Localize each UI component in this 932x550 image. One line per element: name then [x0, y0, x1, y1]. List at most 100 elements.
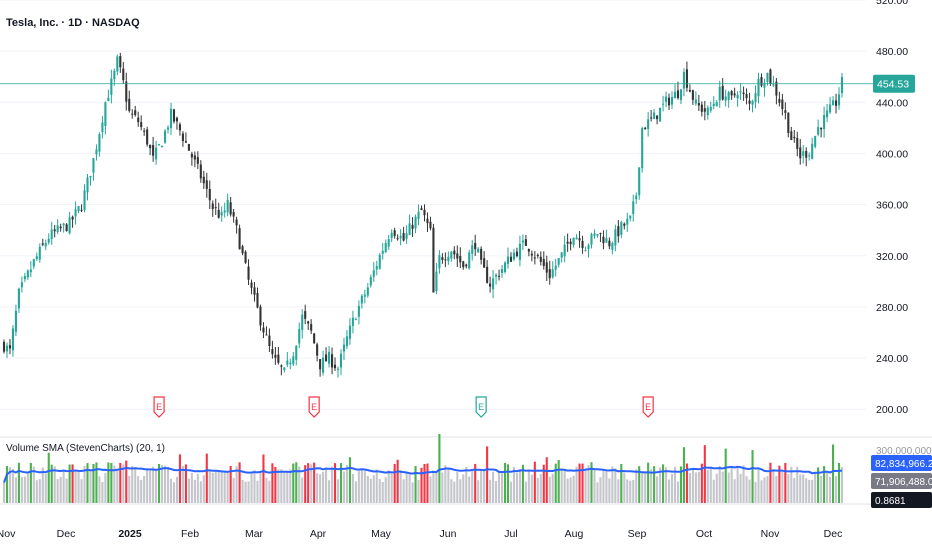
volume-bar — [611, 466, 614, 503]
candle-body — [247, 266, 250, 280]
volume-bar — [322, 471, 325, 503]
volume-bar — [223, 471, 226, 503]
volume-bar — [342, 471, 346, 503]
volume-bar — [357, 471, 360, 503]
x-tick-label: Jul — [504, 528, 517, 540]
volume-bar — [739, 473, 742, 503]
volume-bar — [620, 463, 623, 503]
volume-bar — [226, 471, 229, 503]
volume-bar — [277, 469, 280, 503]
volume-bar — [730, 466, 733, 503]
volume-bar — [602, 469, 605, 503]
earnings-marker[interactable]: E — [153, 396, 165, 418]
volume-bar — [417, 479, 420, 503]
volume-bar — [554, 463, 557, 503]
earnings-marker[interactable]: E — [642, 396, 654, 418]
candle-body — [71, 216, 74, 220]
candle-body — [664, 96, 668, 102]
candle-body — [193, 155, 196, 160]
candle-body — [158, 144, 161, 146]
candle-body — [450, 251, 453, 259]
candle-body — [283, 367, 286, 371]
volume-bar — [781, 471, 784, 503]
volume-bar — [155, 470, 158, 503]
volume-bar — [232, 477, 235, 503]
candle-body — [456, 253, 459, 259]
volume-bar — [820, 475, 823, 503]
candle-body — [23, 276, 26, 280]
candle-body — [253, 287, 256, 295]
volume-bar — [679, 466, 683, 503]
volume-bar — [590, 462, 593, 503]
earnings-marker-label: E — [156, 402, 162, 412]
candle-body — [2, 342, 6, 352]
earnings-marker[interactable]: E — [308, 396, 320, 418]
candle-body — [348, 325, 351, 340]
candle-body — [834, 100, 838, 106]
volume-bar — [551, 473, 554, 503]
candle-body — [623, 223, 626, 226]
volume-bar — [38, 479, 41, 503]
candle-body — [172, 109, 176, 122]
volume-ratio-badge — [871, 492, 932, 508]
x-tick-label: Dec — [824, 528, 843, 540]
earnings-marker[interactable]: E — [475, 396, 487, 418]
volume-bar — [328, 480, 331, 503]
candle-body — [169, 108, 173, 129]
candle-body — [429, 221, 432, 229]
volume-bar — [536, 477, 539, 503]
volume-bar — [166, 466, 170, 503]
volume-bar — [599, 477, 602, 503]
volume-bar — [304, 465, 307, 503]
candle-body — [826, 110, 829, 118]
candle-body — [763, 82, 766, 88]
candle-body — [459, 255, 462, 263]
candle-body — [11, 328, 14, 351]
volume-bar — [199, 481, 202, 503]
volume-bar — [709, 466, 712, 503]
volume-bar — [769, 462, 772, 503]
volume-bar — [414, 466, 417, 503]
volume-bar — [617, 479, 620, 503]
volume-bar — [802, 474, 805, 503]
candle-body — [161, 146, 164, 148]
volume-bar — [274, 466, 277, 503]
candle-body — [515, 251, 518, 257]
volume-bar — [330, 466, 334, 503]
volume-bar — [706, 470, 709, 503]
volume-bar — [169, 478, 173, 503]
volume-bar — [757, 469, 760, 503]
candle-body — [244, 251, 247, 263]
y-tick-label: 360.00 — [876, 200, 908, 212]
y-tick-label: 520.00 — [876, 0, 908, 7]
volume-bar — [113, 465, 116, 503]
candle-body — [817, 127, 820, 135]
candle-body — [304, 311, 307, 319]
candle-body — [691, 90, 694, 100]
volume-bar — [149, 470, 152, 503]
volume-bar — [366, 475, 369, 503]
candle-body — [56, 225, 59, 232]
volume-bar — [676, 481, 680, 503]
volume-scale-label: 300,000,000.00 — [876, 446, 932, 457]
volume-bar — [172, 482, 176, 503]
candle-body — [444, 259, 447, 261]
candle-body — [190, 153, 193, 158]
volume-bar — [271, 463, 274, 503]
candle-body — [238, 228, 241, 250]
candle-body — [399, 235, 402, 239]
volume-bar — [667, 479, 671, 503]
volume-indicator-title: Volume SMA (StevenCharts) (20, 1) — [6, 443, 165, 454]
volume-bar — [399, 470, 402, 503]
volume-bar — [235, 466, 238, 503]
volume-bar — [712, 479, 715, 503]
x-tick-label: Nov — [0, 528, 16, 540]
candle-body — [163, 130, 167, 143]
candle-body — [59, 226, 62, 229]
candle-body — [268, 335, 271, 347]
candle-body — [787, 112, 790, 133]
volume-bar — [74, 471, 77, 503]
candle-body — [775, 81, 778, 96]
